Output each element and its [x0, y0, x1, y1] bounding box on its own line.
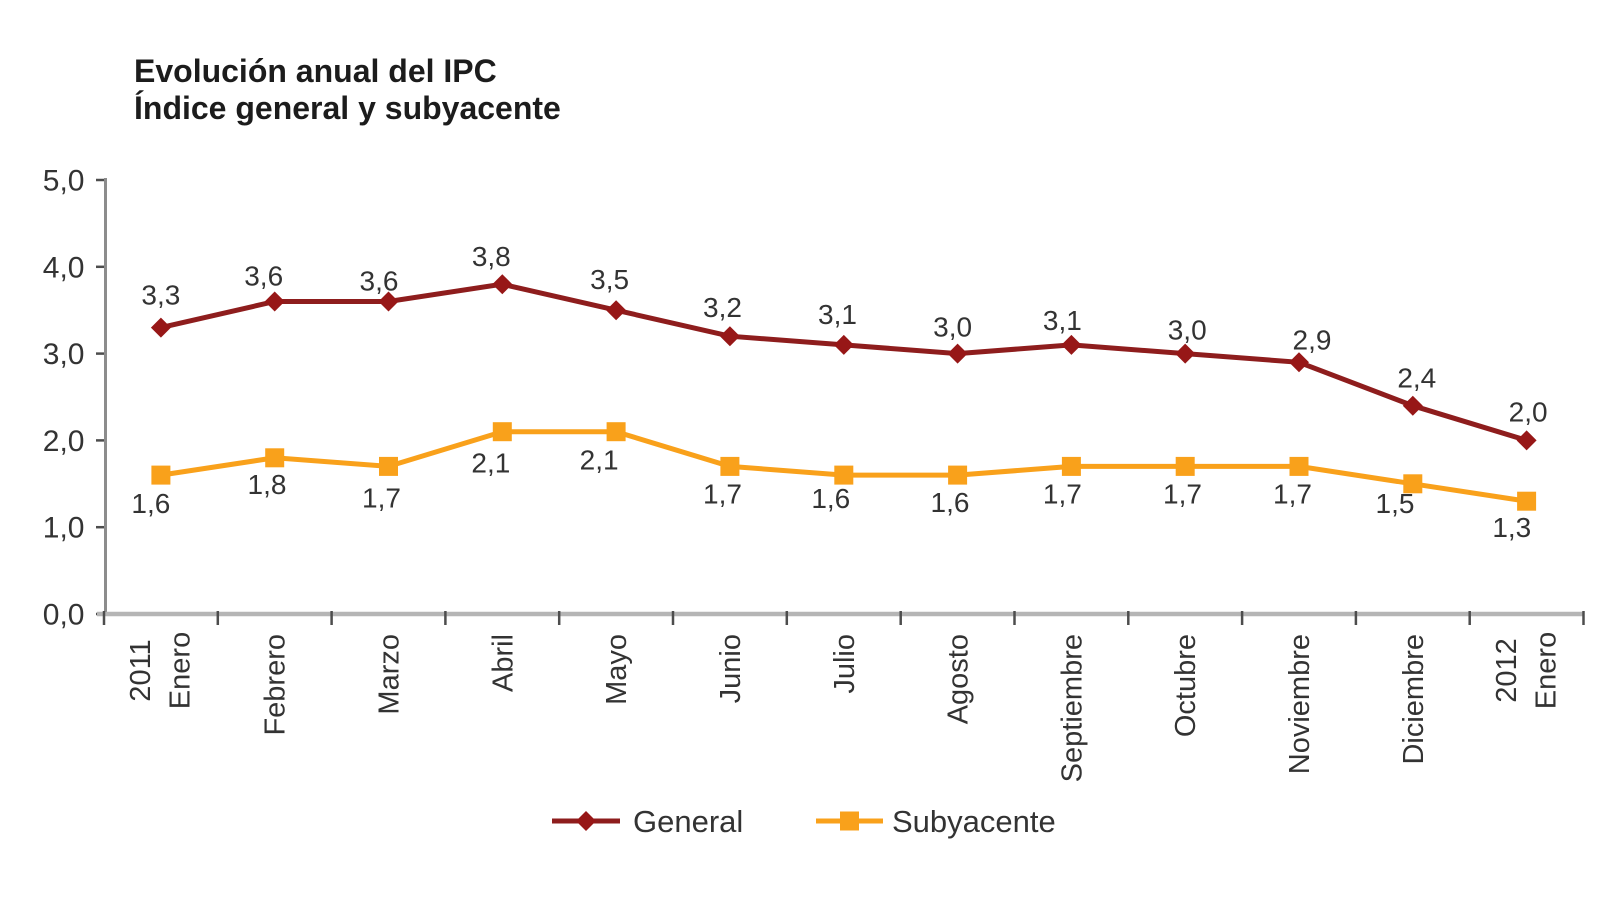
svg-text:2,1: 2,1: [471, 448, 510, 479]
svg-text:Febrero: Febrero: [260, 634, 292, 736]
svg-text:0,0: 0,0: [43, 599, 85, 632]
svg-text:Mayo: Mayo: [601, 634, 633, 705]
svg-text:1,6: 1,6: [811, 483, 850, 514]
svg-text:1,7: 1,7: [1043, 478, 1082, 509]
svg-text:1,7: 1,7: [1273, 478, 1312, 509]
svg-text:Abril: Abril: [487, 634, 519, 692]
svg-text:3,3: 3,3: [141, 280, 180, 311]
svg-text:2,4: 2,4: [1397, 363, 1436, 394]
svg-text:2012: 2012: [1491, 638, 1523, 703]
svg-text:Julio: Julio: [829, 634, 861, 694]
svg-text:3,0: 3,0: [1168, 315, 1207, 346]
svg-text:1,6: 1,6: [131, 488, 170, 519]
svg-text:1,0: 1,0: [43, 512, 85, 545]
svg-text:1,7: 1,7: [362, 482, 401, 513]
svg-text:Evolución anual del IPC: Evolución anual del IPC: [134, 53, 497, 89]
svg-text:3,0: 3,0: [933, 312, 972, 343]
svg-text:3,6: 3,6: [360, 266, 399, 297]
svg-text:Índice general y subyacente: Índice general y subyacente: [134, 90, 561, 126]
svg-text:3,5: 3,5: [590, 264, 629, 295]
svg-text:1,8: 1,8: [248, 469, 287, 500]
svg-text:2,9: 2,9: [1293, 324, 1332, 355]
svg-text:1,7: 1,7: [1163, 478, 1202, 509]
svg-text:3,0: 3,0: [43, 338, 85, 371]
svg-text:3,1: 3,1: [818, 299, 857, 330]
svg-text:Noviembre: Noviembre: [1284, 634, 1316, 774]
svg-text:4,0: 4,0: [43, 251, 85, 284]
svg-text:3,1: 3,1: [1043, 305, 1082, 336]
svg-text:Junio: Junio: [715, 634, 747, 703]
svg-text:3,8: 3,8: [472, 241, 511, 272]
svg-text:3,6: 3,6: [244, 261, 283, 292]
svg-text:2,0: 2,0: [43, 425, 85, 458]
svg-text:1,3: 1,3: [1492, 512, 1531, 543]
svg-text:Agosto: Agosto: [943, 634, 975, 724]
svg-text:3,2: 3,2: [703, 292, 742, 323]
svg-text:Subyacente: Subyacente: [892, 804, 1056, 839]
svg-text:Marzo: Marzo: [374, 634, 406, 715]
svg-text:2,1: 2,1: [580, 445, 619, 476]
svg-text:General: General: [633, 804, 743, 839]
svg-text:Enero: Enero: [1530, 632, 1562, 709]
svg-text:Diciembre: Diciembre: [1398, 634, 1430, 765]
svg-text:1,7: 1,7: [703, 478, 742, 509]
svg-text:Enero: Enero: [165, 632, 197, 709]
svg-text:5,0: 5,0: [43, 165, 85, 198]
svg-text:1,5: 1,5: [1376, 488, 1415, 519]
svg-text:Octubre: Octubre: [1170, 634, 1202, 737]
svg-text:2011: 2011: [125, 639, 157, 701]
svg-text:Septiembre: Septiembre: [1056, 634, 1088, 782]
svg-text:1,6: 1,6: [931, 487, 970, 518]
svg-text:2,0: 2,0: [1509, 396, 1548, 427]
